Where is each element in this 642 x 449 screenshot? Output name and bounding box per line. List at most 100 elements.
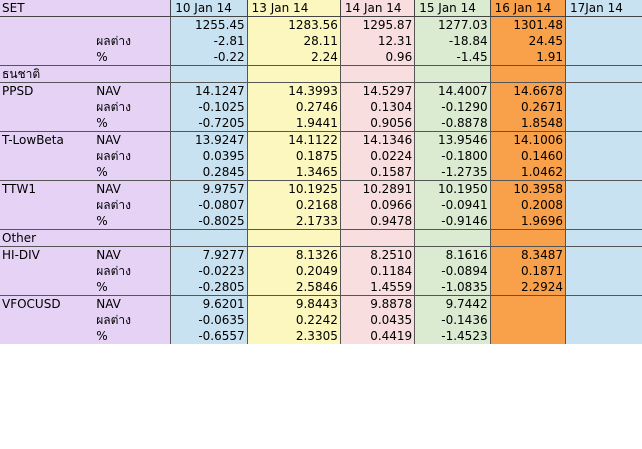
- fund-percent-row: % 0.2845 1.3465 0.1587 -1.2735 1.0462: [0, 164, 642, 181]
- fund-name: PPSD: [0, 82, 95, 99]
- date-header: 15 Jan 14: [414, 0, 491, 17]
- cell: [564, 164, 642, 181]
- cell: 8.3487: [489, 246, 566, 263]
- cell: 0.2242: [246, 312, 341, 328]
- cell: 0.2746: [246, 99, 341, 115]
- set-change-row: ผลต่าง -2.81 28.11 12.31 -18.84 24.45: [0, 33, 642, 49]
- cell: [564, 82, 642, 99]
- cell: 0.1871: [489, 263, 566, 279]
- cell: 7.9277: [170, 246, 248, 263]
- cell: [489, 328, 566, 344]
- cell: 10.1950: [414, 180, 491, 197]
- cell: [564, 328, 642, 344]
- cell: 0.2845: [170, 164, 248, 181]
- fund-name: TTW1: [0, 180, 95, 197]
- cell: -0.7205: [170, 115, 248, 132]
- cell: 2.2924: [489, 279, 566, 296]
- cell: 9.6201: [170, 295, 248, 312]
- cell: 1295.87: [339, 16, 415, 33]
- date-header: 14 Jan 14: [339, 0, 415, 17]
- fund-name: VFOCUSD: [0, 295, 95, 312]
- cell: [564, 312, 642, 328]
- row-label: %: [94, 115, 171, 132]
- cell: 1.0462: [489, 164, 566, 181]
- fund-nav-row: PPSD NAV 14.1247 14.3993 14.5297 14.4007…: [0, 82, 642, 99]
- cell: 0.2168: [246, 197, 341, 213]
- row-label: NAV: [94, 82, 171, 99]
- row-label: ผลต่าง: [94, 197, 171, 213]
- cell: 14.6678: [489, 82, 566, 99]
- cell: [564, 213, 642, 230]
- cell: 9.8443: [246, 295, 341, 312]
- cell: -1.0835: [414, 279, 491, 296]
- cell: 1.9441: [246, 115, 341, 132]
- cell: -0.8025: [170, 213, 248, 230]
- cell: 12.31: [339, 33, 415, 49]
- date-header: 17Jan 14: [564, 0, 642, 17]
- row-label: ผลต่าง: [94, 148, 171, 164]
- cell: 9.7442: [414, 295, 491, 312]
- fund-nav-row: TTW1 NAV 9.9757 10.1925 10.2891 10.1950 …: [0, 180, 642, 197]
- date-header: 13 Jan 14: [246, 0, 341, 17]
- cell: 28.11: [246, 33, 341, 49]
- row-label: %: [94, 328, 171, 344]
- cell: -0.1025: [170, 99, 248, 115]
- cell: 1283.56: [246, 16, 341, 33]
- section-title: ธนชาติ: [0, 65, 95, 83]
- cell: -0.0635: [170, 312, 248, 328]
- cell: -0.2805: [170, 279, 248, 296]
- cell: [564, 295, 642, 312]
- cell: -2.81: [170, 33, 248, 49]
- cell: -18.84: [414, 33, 491, 49]
- cell: [564, 279, 642, 296]
- cell: 0.96: [339, 49, 415, 66]
- cell: 2.1733: [246, 213, 341, 230]
- cell: 10.1925: [246, 180, 341, 197]
- cell: [564, 16, 642, 33]
- cell: 1.8548: [489, 115, 566, 132]
- cell: 0.0966: [339, 197, 415, 213]
- cell: 0.9478: [339, 213, 415, 230]
- cell: [564, 49, 642, 66]
- cell: 2.3305: [246, 328, 341, 344]
- cell: 0.9056: [339, 115, 415, 132]
- fund-nav-row: VFOCUSD NAV 9.6201 9.8443 9.8878 9.7442: [0, 295, 642, 312]
- fund-percent-row: % -0.6557 2.3305 0.4419 -1.4523: [0, 328, 642, 344]
- cell: 0.1460: [489, 148, 566, 164]
- cell: -0.8878: [414, 115, 491, 132]
- cell: 0.2049: [246, 263, 341, 279]
- cell: [564, 180, 642, 197]
- cell: 0.0224: [339, 148, 415, 164]
- cell: -0.1290: [414, 99, 491, 115]
- nav-spreadsheet: SET 10 Jan 14 13 Jan 14 14 Jan 14 15 Jan…: [0, 0, 642, 344]
- cell: [564, 99, 642, 115]
- cell: 9.8878: [339, 295, 415, 312]
- fund-nav-row: T-LowBeta NAV 13.9247 14.1122 14.1346 13…: [0, 131, 642, 148]
- cell: [489, 312, 566, 328]
- fund-change-row: ผลต่าง -0.0635 0.2242 0.0435 -0.1436: [0, 312, 642, 328]
- cell: 10.2891: [339, 180, 415, 197]
- cell: 0.2008: [489, 197, 566, 213]
- fund-name: HI-DIV: [0, 246, 95, 263]
- row-label: %: [94, 49, 171, 66]
- row-label: NAV: [94, 131, 171, 148]
- cell: -0.0807: [170, 197, 248, 213]
- row-label: %: [94, 164, 171, 181]
- cell: 14.4007: [414, 82, 491, 99]
- cell: 1255.45: [170, 16, 248, 33]
- cell: 2.5846: [246, 279, 341, 296]
- cell: 1301.48: [489, 16, 566, 33]
- cell: [489, 295, 566, 312]
- cell: -0.0894: [414, 263, 491, 279]
- cell: 8.1326: [246, 246, 341, 263]
- cell: 1.91: [489, 49, 566, 66]
- cell: 1277.03: [414, 16, 491, 33]
- cell: -0.9146: [414, 213, 491, 230]
- cell: 0.1184: [339, 263, 415, 279]
- cell: -0.1436: [414, 312, 491, 328]
- cell: 14.3993: [246, 82, 341, 99]
- cell: [564, 197, 642, 213]
- cell: [564, 263, 642, 279]
- cell: 0.0435: [339, 312, 415, 328]
- cell: [564, 131, 642, 148]
